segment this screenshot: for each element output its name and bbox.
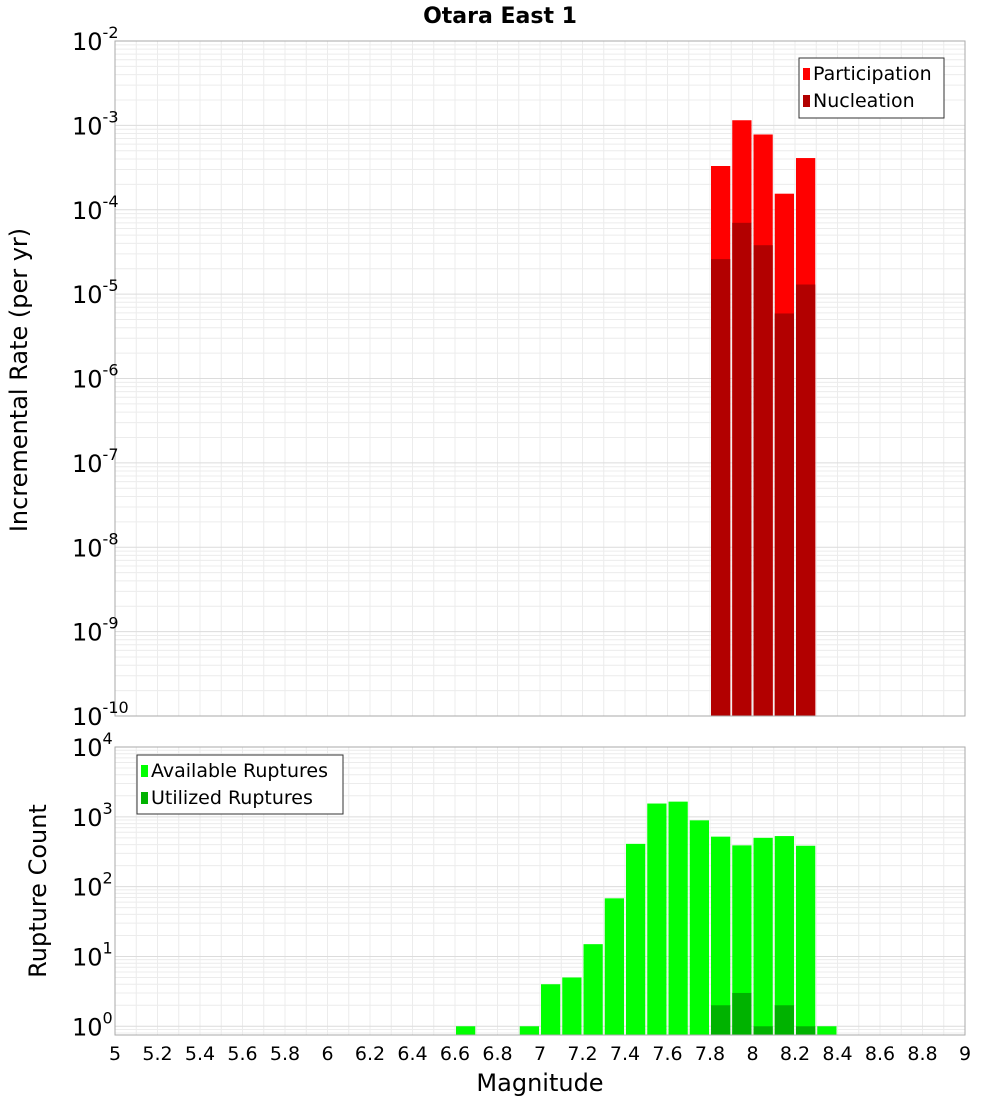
count-bar-series1: [711, 836, 731, 1035]
rate-y-axis-label: Incremental Rate (per yr): [5, 228, 33, 532]
y-tick-label: 101: [72, 938, 113, 971]
count-bar-series1: [689, 820, 709, 1035]
rate-bar-series2: [796, 284, 816, 716]
y-tick-label: 100: [72, 1008, 113, 1041]
x-tick-label: 5: [109, 1043, 121, 1065]
legend-label: Nucleation: [813, 90, 915, 112]
count-bar-series2: [796, 1026, 816, 1035]
x-axis-label: Magnitude: [476, 1069, 603, 1097]
x-tick-label: 6: [321, 1043, 333, 1065]
legend-swatch: [141, 792, 148, 804]
chart-title: Otara East 1: [423, 4, 577, 29]
y-tick-label: 10-10: [72, 698, 129, 731]
legend-label: Participation: [813, 63, 932, 85]
legend-swatch: [141, 765, 148, 777]
count-y-axis-label: Rupture Count: [24, 804, 52, 978]
count-bar-series1: [604, 898, 624, 1035]
x-tick-label: 8.2: [780, 1043, 810, 1065]
x-tick-label: 7.8: [695, 1043, 725, 1065]
legend-swatch: [803, 68, 810, 80]
count-plot-border: [114, 746, 966, 1036]
x-tick-label: 7.4: [610, 1043, 640, 1065]
y-tick-label: 10-7: [72, 445, 119, 478]
count-bar-series1: [817, 1026, 837, 1035]
x-tick-label: 5.4: [185, 1043, 215, 1065]
count-bar-series1: [753, 837, 773, 1035]
count-bar-series1: [541, 984, 561, 1035]
x-tick-label: 5.6: [227, 1043, 257, 1065]
y-tick-label: 10-2: [72, 23, 119, 56]
rate-legend: Participation Nucleation: [798, 57, 945, 119]
legend-box: [136, 754, 344, 815]
count-bar-series1: [562, 977, 582, 1035]
legend-box: [798, 57, 945, 119]
x-tick-label: 6.2: [355, 1043, 385, 1065]
rate-y-ticks: 10-10 10-9 10-8 10-7 10-6 10-5 10-4 10-3 10-2: [72, 23, 129, 731]
legend-label: Utilized Ruptures: [151, 787, 313, 809]
x-tick-label: 6.4: [397, 1043, 427, 1065]
x-tick-label: 5.8: [270, 1043, 300, 1065]
count-bar-series2: [711, 1005, 731, 1035]
rate-panel: 10-10 10-9 10-8 10-7 10-6 10-5 10-4 10-3 10-2 In…: [5, 23, 966, 731]
count-bar-series1: [774, 836, 794, 1035]
y-tick-label: 10-8: [72, 529, 119, 562]
count-bar-series1: [583, 944, 603, 1035]
y-tick-label: 10-5: [72, 276, 119, 309]
count-bar-series1: [456, 1026, 476, 1035]
count-bar-series2: [732, 992, 752, 1035]
y-tick-label: 102: [72, 869, 113, 902]
legend-label: Available Ruptures: [151, 760, 328, 782]
x-tick-label: 5.2: [142, 1043, 172, 1065]
count-bar-series1: [732, 845, 752, 1035]
x-tick-label: 7: [534, 1043, 546, 1065]
count-bar-series2: [774, 1005, 794, 1035]
rate-bar-series2: [732, 222, 752, 716]
rate-bars: [711, 120, 816, 717]
rate-bar-series2: [774, 313, 794, 716]
x-tick-label: 6.8: [482, 1043, 512, 1065]
x-tick-label: 9: [959, 1043, 971, 1065]
y-tick-label: 10-4: [72, 192, 119, 225]
y-tick-label: 10-3: [72, 107, 119, 140]
count-bar-series1: [626, 843, 646, 1035]
count-bar-series1: [519, 1026, 539, 1035]
x-ticks: 5 5.2 5.4 5.6 5.8 6 6.2 6.4 6.6 6.8 7 7.2 7.4 7.6 7.8 8…: [109, 1043, 971, 1065]
count-bar-series1: [647, 803, 667, 1035]
y-tick-label: 10-9: [72, 614, 119, 647]
y-tick-label: 10-6: [72, 361, 119, 394]
x-tick-label: 8: [746, 1043, 758, 1065]
x-tick-label: 7.2: [567, 1043, 597, 1065]
x-tick-label: 8.4: [822, 1043, 852, 1065]
count-bars: [456, 801, 837, 1035]
x-tick-label: 7.6: [652, 1043, 682, 1065]
count-bar-series1: [668, 801, 688, 1035]
y-tick-label: 104: [72, 729, 113, 762]
x-tick-label: 8.8: [907, 1043, 937, 1065]
count-panel: 100 101 102 103 104 Rupture Count Available …: [24, 729, 966, 1041]
rate-bar-series2: [711, 259, 731, 716]
x-tick-label: 6.6: [440, 1043, 470, 1065]
count-y-ticks: 100 101 102 103 104: [72, 729, 113, 1041]
count-legend: Available Ruptures Utilized Ruptures: [136, 754, 344, 815]
count-bar-series2: [753, 1026, 773, 1035]
rate-bar-series2: [753, 245, 773, 717]
rate-plot-border: [114, 40, 966, 717]
x-tick-label: 8.6: [865, 1043, 895, 1065]
rate-grid: [114, 41, 966, 717]
y-tick-label: 103: [72, 799, 113, 832]
count-bar-series1: [796, 845, 816, 1035]
legend-swatch: [803, 95, 810, 107]
